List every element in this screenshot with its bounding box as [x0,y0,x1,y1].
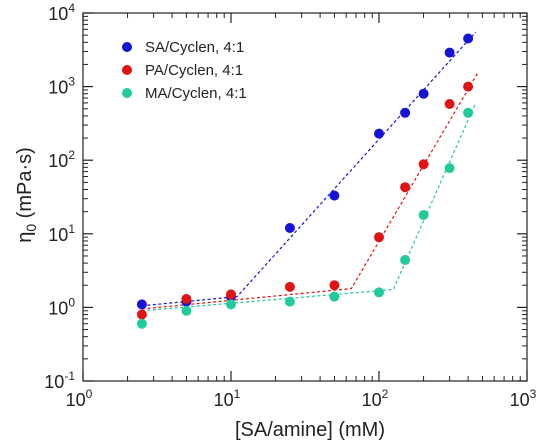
data-point-series-2 [136,309,147,320]
data-point-series-3 [463,107,474,118]
data-point-series-3 [181,305,192,316]
data-point-series-3 [136,318,147,329]
x-tick-label: 103 [510,387,537,410]
data-point-series-1 [463,33,474,44]
data-point-series-2 [226,289,236,300]
data-point-series-2 [374,232,384,243]
legend: SA/Cyclen, 4:1 PA/Cyclen, 4:1 MA/Cyclen, 4… [122,39,247,102]
data-point-series-3 [226,299,236,310]
data-point-series-1 [284,223,295,233]
axes [82,12,528,382]
x-tick-label: 100 [66,387,93,410]
data-point-series-1 [400,107,411,118]
fit-line-series-2 [141,71,480,310]
legend-marker-3 [122,88,132,98]
legend-label-2: PA/Cyclen, 4:1 [145,62,243,79]
data-point-series-1 [418,88,429,99]
x-tick-label: 102 [362,387,389,410]
y-tick-label: 101 [48,222,75,245]
data-point-series-2 [400,182,411,193]
data-points [136,33,474,329]
y-tick-label: 100 [48,295,75,318]
legend-label-3: MA/Cyclen, 4:1 [145,85,247,102]
x-tick-label: 101 [214,387,241,410]
x-axis-title: [SA/amine] (mM) [235,419,385,441]
legend-marker-1 [122,42,132,52]
fit-line-series-3 [141,102,477,312]
y-tick-label: 103 [48,75,75,98]
y-tick-label: 104 [48,1,75,24]
y-axis-title: η0 (mPa·s) [14,147,39,243]
legend-label-1: SA/Cyclen, 4:1 [145,39,244,56]
y-tick-label: 10-1 [44,369,75,392]
data-point-series-3 [329,291,340,302]
data-point-series-2 [284,281,295,292]
data-point-series-2 [444,99,455,109]
data-point-series-1 [444,47,455,58]
data-point-series-3 [374,287,384,298]
data-point-series-2 [181,294,192,304]
fit-lines [141,31,480,312]
data-point-series-3 [400,255,411,265]
legend-marker-2 [122,65,132,75]
data-point-series-3 [444,163,455,174]
plot-frame [82,12,528,382]
data-point-series-1 [374,128,384,139]
data-point-series-1 [329,190,340,201]
data-point-series-3 [284,296,295,307]
data-point-series-2 [329,280,340,291]
data-point-series-3 [418,210,429,220]
data-point-series-1 [136,299,147,310]
data-point-series-2 [418,159,429,170]
data-point-series-2 [463,81,474,92]
y-tick-label: 102 [48,148,75,171]
fit-line-series-1 [141,31,477,307]
